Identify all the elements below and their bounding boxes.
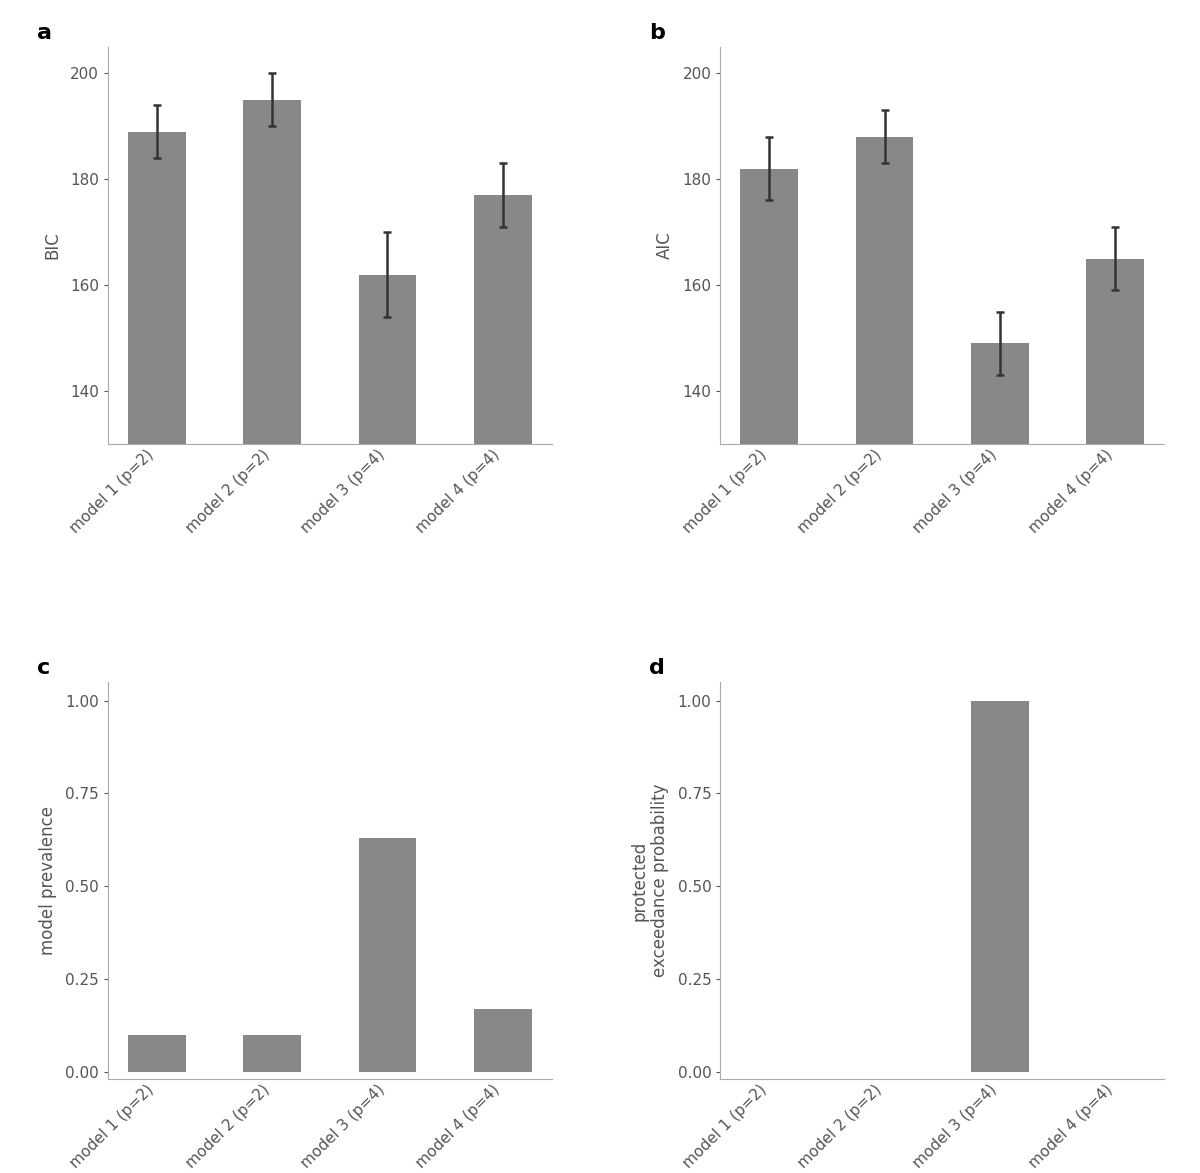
Y-axis label: BIC: BIC — [43, 231, 61, 259]
Bar — [128, 1035, 186, 1072]
Bar — [1086, 259, 1144, 443]
Bar — [856, 137, 913, 443]
Bar — [128, 131, 186, 443]
Y-axis label: protected
exceedance probability: protected exceedance probability — [630, 784, 670, 977]
Bar — [474, 195, 532, 443]
Text: b: b — [649, 23, 665, 43]
Text: d: d — [649, 658, 665, 678]
Bar — [474, 1009, 532, 1072]
Text: a: a — [37, 23, 52, 43]
Bar — [971, 344, 1028, 443]
Bar — [359, 838, 416, 1072]
Bar — [971, 700, 1028, 1072]
Bar — [244, 1035, 301, 1072]
Y-axis label: AIC: AIC — [656, 231, 674, 259]
Bar — [359, 274, 416, 443]
Y-axis label: model prevalence: model prevalence — [38, 806, 56, 955]
Bar — [244, 100, 301, 443]
Bar — [740, 169, 798, 443]
Text: c: c — [37, 658, 50, 678]
